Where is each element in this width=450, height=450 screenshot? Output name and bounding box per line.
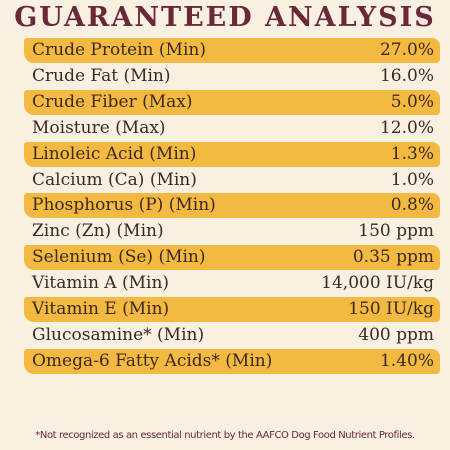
footnote: *Not recognized as an essential nutrient…	[35, 430, 415, 441]
nutrient-value: 150 ppm	[358, 221, 434, 242]
nutrient-name: Linoleic Acid (Min)	[32, 143, 197, 164]
nutrient-name: Vitamin A (Min)	[32, 273, 170, 294]
table-row: Omega-6 Fatty Acids* (Min) 1.40%	[24, 348, 440, 374]
nutrient-value: 150 IU/kg	[348, 299, 434, 319]
table-row: Moisture (Max) 12.0%	[24, 116, 440, 141]
nutrient-value: 0.35 ppm	[352, 247, 434, 268]
table-row: Calcium (Ca) (Min) 1.0%	[24, 168, 440, 193]
nutrient-name: Omega-6 Fatty Acids* (Min)	[32, 350, 273, 371]
nutrient-value: 16.0%	[379, 65, 434, 86]
nutrient-value: 0.8%	[390, 195, 434, 216]
table-row: Linoleic Acid (Min) 1.3%	[24, 141, 440, 167]
nutrient-name: Calcium (Ca) (Min)	[32, 169, 197, 190]
nutrient-value: 400 ppm	[358, 324, 434, 345]
nutrient-name: Crude Fiber (Max)	[32, 91, 193, 112]
nutrient-name: Selenium (Se) (Min)	[32, 247, 206, 268]
nutrient-name: Crude Fat (Min)	[32, 65, 171, 86]
table-row: Selenium (Se) (Min) 0.35 ppm	[24, 245, 440, 271]
table-row: Crude Protein (Min) 27.0%	[24, 38, 440, 63]
nutrient-value: 5.0%	[390, 91, 434, 112]
nutrient-value: 1.40%	[379, 350, 434, 371]
table-row: Phosphorus (P) (Min) 0.8%	[24, 193, 440, 219]
table-row: Vitamin A (Min) 14,000 IU/kg	[24, 271, 440, 296]
nutrient-name: Glucosamine* (Min)	[32, 324, 205, 345]
nutrient-value: 12.0%	[379, 117, 434, 138]
table-row: Glucosamine* (Min) 400 ppm	[24, 323, 440, 348]
title: GUARANTEED ANALYSIS	[14, 2, 436, 33]
nutrient-value: 14,000 IU/kg	[321, 273, 434, 294]
table-row: Crude Fiber (Max) 5.0%	[24, 89, 440, 115]
table-row: Vitamin E (Min) 150 IU/kg	[24, 297, 440, 322]
nutrient-name: Vitamin E (Min)	[32, 299, 170, 319]
nutrient-value: 1.0%	[390, 169, 434, 190]
nutrient-value: 1.3%	[390, 143, 434, 164]
table-row: Zinc (Zn) (Min) 150 ppm	[24, 219, 440, 244]
nutrient-name: Moisture (Max)	[32, 117, 166, 138]
nutrient-name: Phosphorus (P) (Min)	[32, 195, 216, 216]
nutrient-name: Crude Protein (Min)	[32, 40, 206, 60]
table-row: Crude Fat (Min) 16.0%	[24, 64, 440, 89]
nutrient-value: 27.0%	[379, 40, 434, 60]
nutrient-name: Zinc (Zn) (Min)	[32, 221, 164, 242]
